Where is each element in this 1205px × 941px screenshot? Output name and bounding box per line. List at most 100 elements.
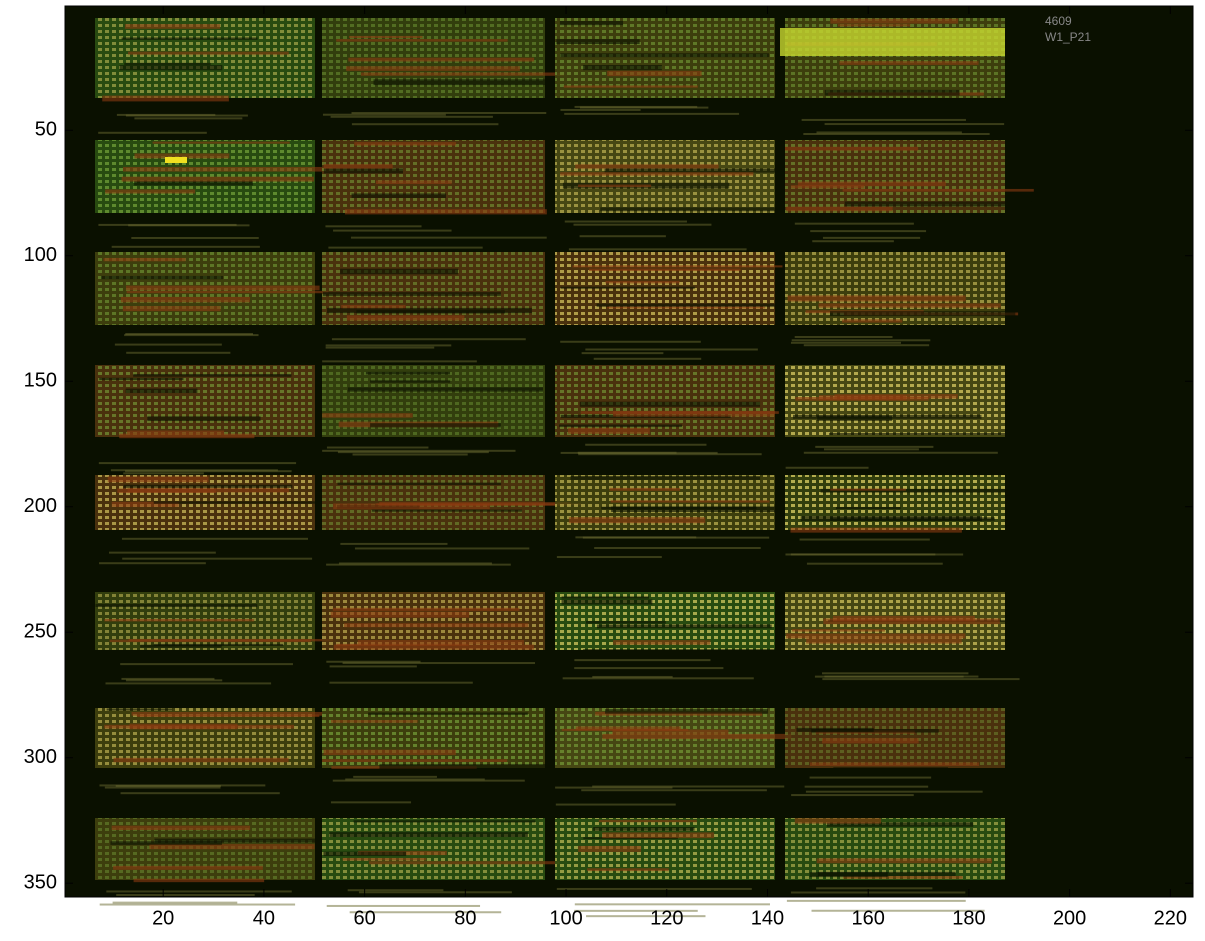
block-streak [134,153,230,159]
faint-row [351,123,499,126]
faint-row [791,339,931,342]
block-streak [152,141,290,144]
block-streak [119,65,223,71]
block-streak [575,726,681,731]
block-streak [336,643,469,646]
block-dots [322,708,545,768]
block-streak [336,39,508,42]
block-streak [609,487,681,491]
block-streak [322,759,508,763]
faint-row [121,537,309,540]
faint-row [325,344,452,347]
faint-row [326,904,481,907]
y-tick-label: 50 [35,119,57,141]
faint-row [326,563,511,566]
faint-row [329,681,473,684]
annotation: W1_P21 [1045,30,1091,44]
x-tick-label: 120 [650,907,683,929]
array-block [95,18,315,134]
faint-row [574,903,770,906]
block-streak [593,826,695,831]
faint-row [339,562,492,565]
faint-row [803,344,930,347]
x-tick-label: 20 [152,907,174,929]
faint-row [803,451,998,454]
faint-row [810,230,927,233]
y-tick-label: 100 [24,244,57,266]
faint-row [121,677,215,680]
faint-row [794,335,893,338]
faint-row [806,562,943,565]
block-streak [820,488,1030,493]
faint-row [350,236,547,239]
block-streak [561,599,653,605]
block-streak [357,640,524,645]
block-streak [122,306,221,312]
array-block [785,252,1019,347]
faint-row [560,451,718,454]
array-block [785,140,1034,243]
block-streak [330,720,418,723]
block-streak [830,488,906,491]
block-streak [844,201,1032,207]
block-streak [601,506,757,510]
faint-row [342,662,536,665]
faint-row [811,909,985,912]
block-streak [596,624,772,629]
block-streak [330,611,470,618]
block-streak [347,387,543,392]
faint-row [579,235,666,238]
block-streak [342,857,427,861]
x-tick-label: 100 [549,907,582,929]
block-dots [322,818,545,880]
faint-row [812,240,894,243]
block-streak [123,484,293,488]
array-block [95,592,334,685]
faint-row [822,236,921,239]
faint-row [111,245,260,248]
block-streak [343,623,529,628]
block-streak [154,838,355,843]
faint-row [585,443,707,446]
block-streak [824,89,960,96]
block-streak [333,644,534,650]
block-streak [572,265,783,268]
array-block [555,140,799,251]
block-streak [568,517,706,524]
block-streak [785,633,966,639]
axes: 20 40 60 80 100 120 140 160 180 200 220 50 100 150 200… [24,5,1194,929]
block-streak [560,172,754,176]
x-tick-label: 180 [952,907,985,929]
block-streak [136,714,320,718]
block-streak [602,832,715,839]
faint-row [790,341,902,344]
block-streak [104,618,255,622]
y-tick-label: 150 [24,370,57,392]
array-block [785,818,1005,912]
faint-row [564,112,740,115]
faint-row [337,451,489,454]
faint-row [99,903,296,906]
faint-row [564,220,687,223]
array-block [322,252,545,363]
block-dots [322,252,545,325]
block-streak [826,822,974,827]
block-streak [133,373,292,377]
array-block [555,475,799,559]
array-block [555,252,799,360]
block-streak [837,24,911,27]
block-streak [346,315,465,321]
block-streak [344,209,547,215]
array-block [555,708,792,806]
faint-row [114,343,222,346]
x-tick-label: 80 [454,907,476,929]
faint-row [582,536,770,539]
array-block [322,708,588,804]
faint-row [352,453,468,456]
image: 4609 W1_P21 [65,6,1193,918]
block-streak [370,423,501,428]
faint-row [322,449,516,452]
faint-row [332,779,525,782]
array-block [95,475,352,565]
faint-row [104,786,221,789]
